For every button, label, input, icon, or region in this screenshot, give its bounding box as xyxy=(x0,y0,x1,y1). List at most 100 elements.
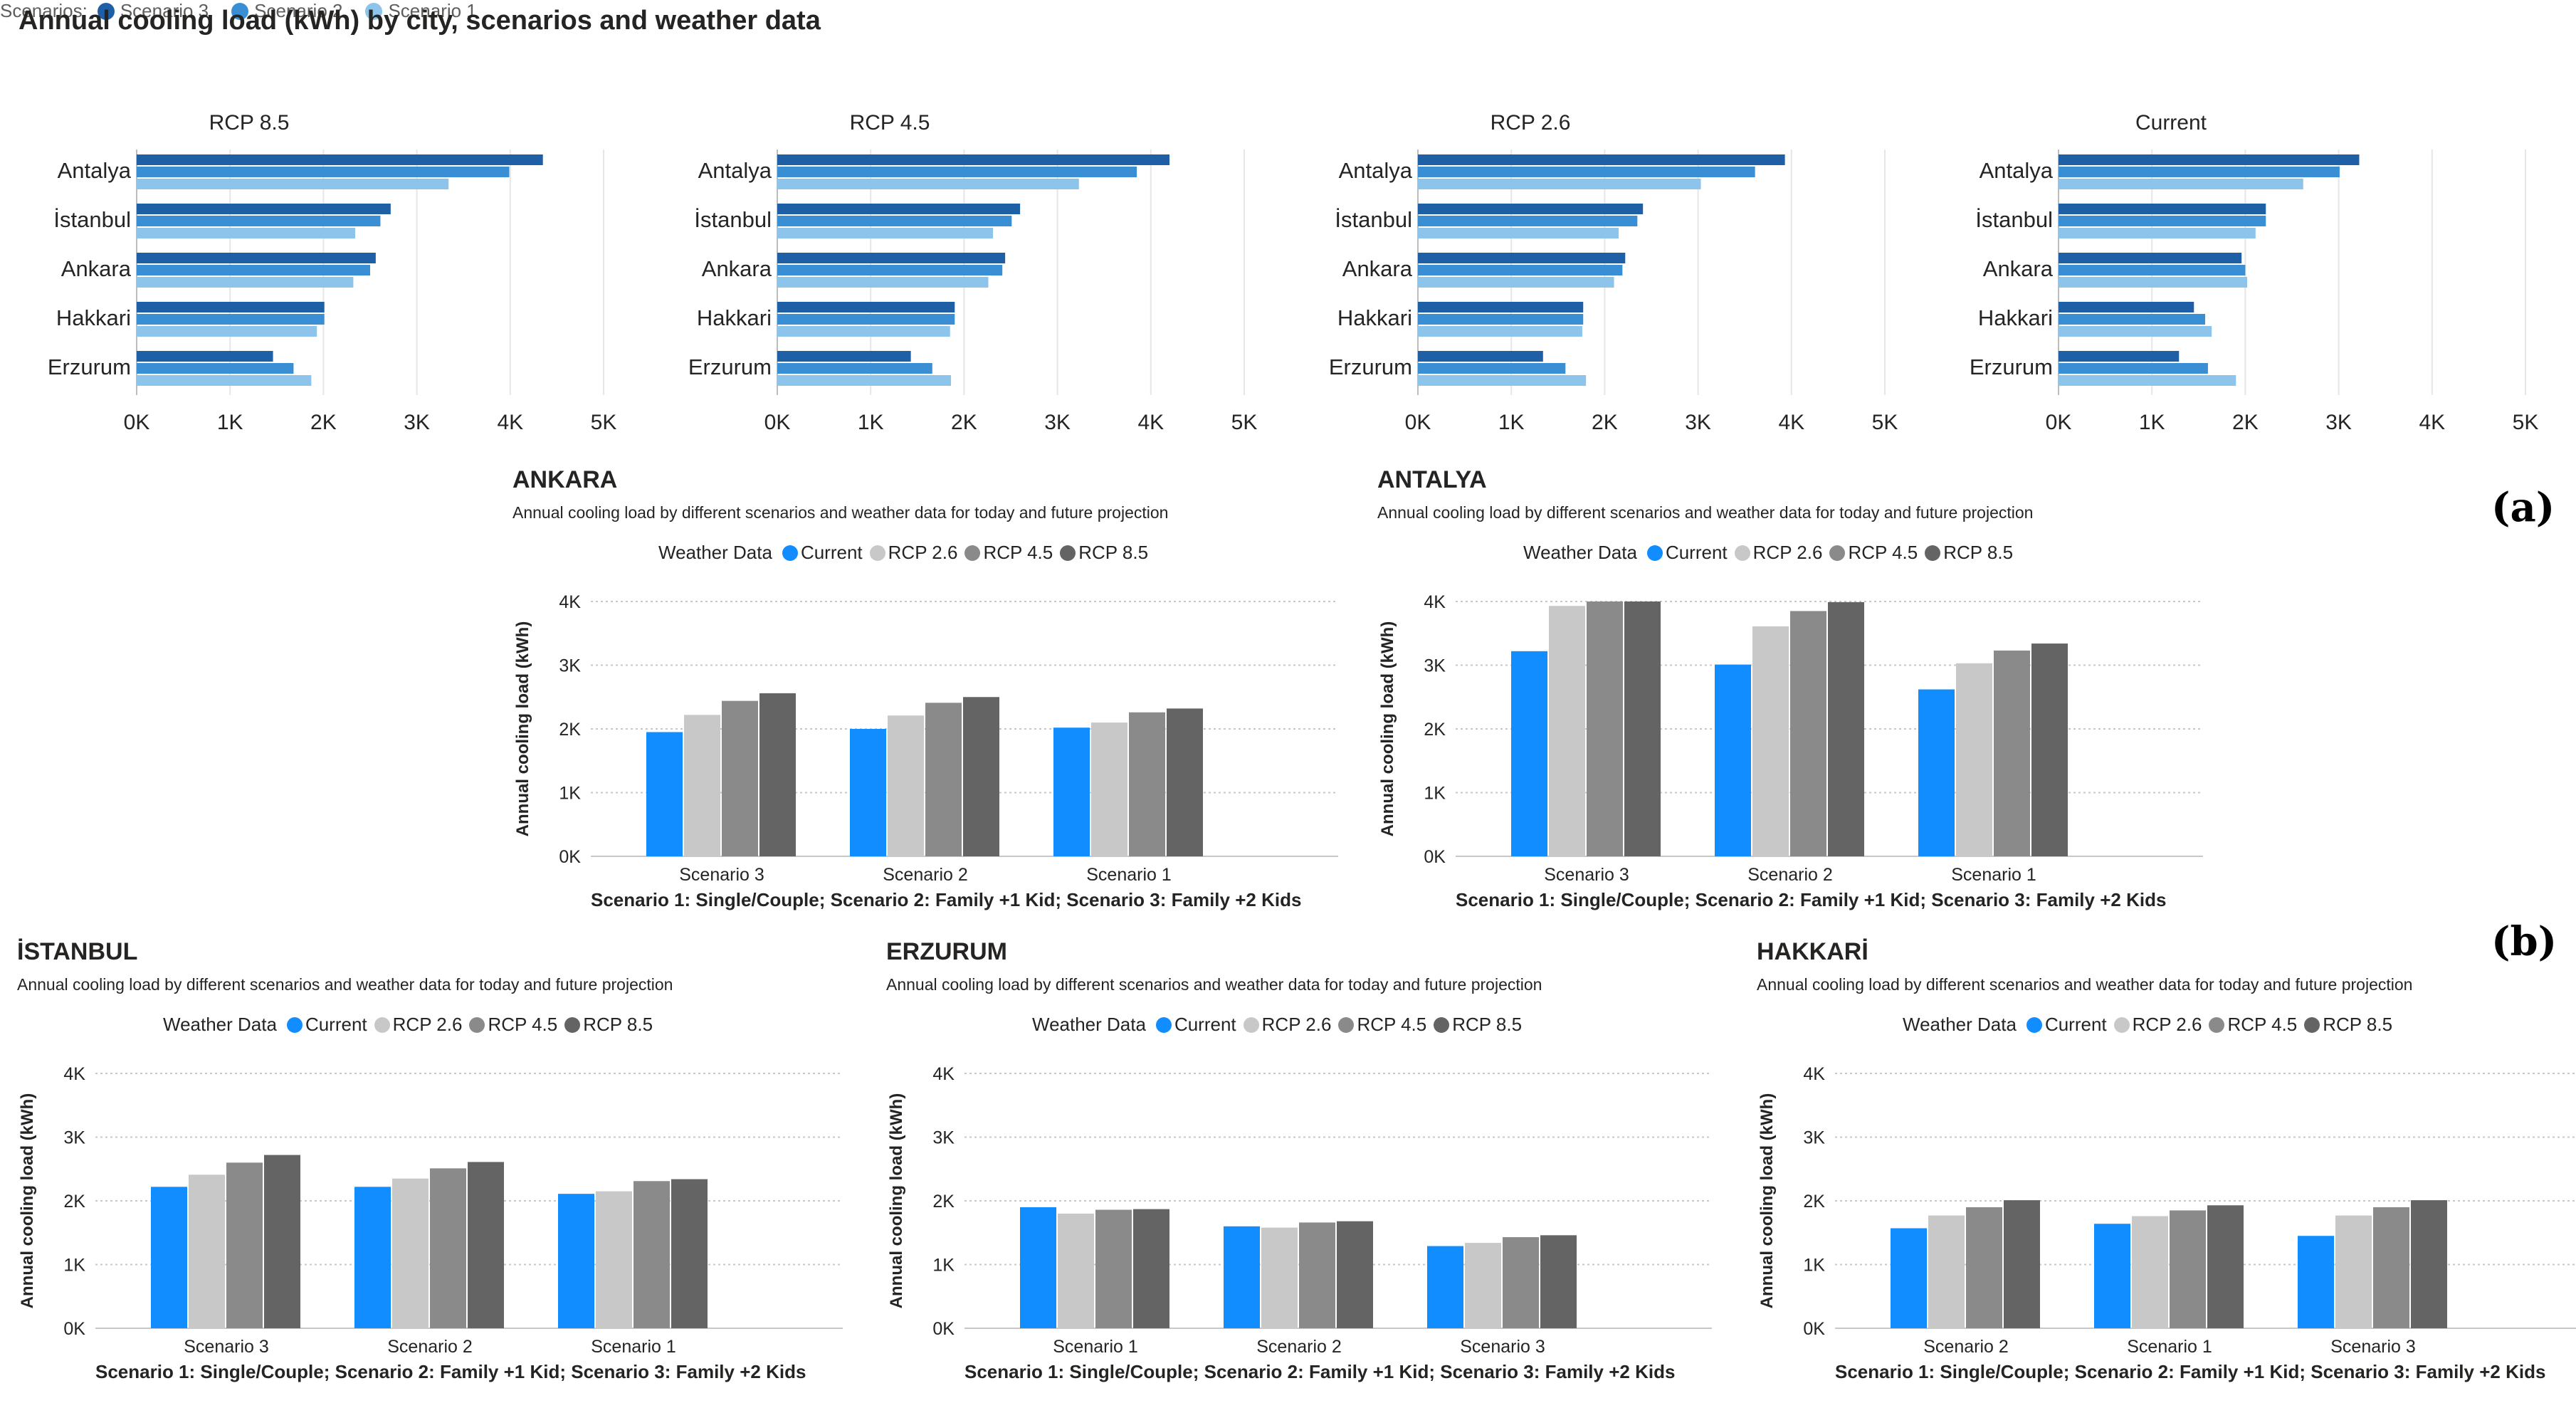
legend-item-label: RCP 4.5 xyxy=(488,1014,558,1035)
legend-item-rcp-4-5[interactable]: RCP 4.5 xyxy=(1338,1014,1426,1036)
y-tick-label: 4K xyxy=(559,592,581,612)
legend-item-label: RCP 4.5 xyxy=(983,542,1053,563)
legend-item-rcp-2-6[interactable]: RCP 2.6 xyxy=(1734,542,1822,564)
legend-item-scenario-3[interactable]: Scenario 3 xyxy=(97,0,209,22)
legend-swatch xyxy=(1925,545,1941,561)
bar-rcp-2-6-scenario-2 xyxy=(392,1178,429,1328)
bar-scenario-2-antalya xyxy=(137,167,510,177)
legend-item-scenario-2[interactable]: Scenario 2 xyxy=(231,0,342,22)
weather-legend: Weather Data Current RCP 2.6 RCP 4.5 RCP 8.5 xyxy=(1032,1014,1529,1036)
x-category-label: Scenario 1 xyxy=(1053,1337,1138,1357)
x-category-label: Scenario 1 xyxy=(1086,865,1172,885)
bar-scenario-2-antalya xyxy=(1418,167,1755,177)
scenario-legend-label: Scenarios: xyxy=(0,0,88,21)
x-category-label: Scenario 1 xyxy=(2127,1337,2212,1357)
y-tick-label: 2K xyxy=(1424,720,1446,740)
bar-rcp-4-5-scenario-3 xyxy=(1503,1237,1539,1328)
legend-item-current[interactable]: Current xyxy=(1155,1014,1236,1036)
legend-item-rcp-8-5[interactable]: RCP 8.5 xyxy=(1060,542,1148,564)
legend-item-rcp-8-5[interactable]: RCP 8.5 xyxy=(2304,1014,2392,1036)
weather-legend: Weather Data Current RCP 2.6 RCP 4.5 RCP 8.5 xyxy=(163,1014,660,1036)
bar-rcp-2-6-scenario-3 xyxy=(1465,1243,1501,1328)
x-tick-label: 2K xyxy=(951,411,977,434)
legend-item-rcp-4-5[interactable]: RCP 4.5 xyxy=(469,1014,557,1036)
figure-tag-b: (b) xyxy=(2491,918,2557,965)
bar-scenario-2-hakkari xyxy=(1418,314,1584,325)
bar-scenario-2-erzurum xyxy=(137,363,294,374)
legend-item-rcp-2-6[interactable]: RCP 2.6 xyxy=(869,542,957,564)
weather-legend-label: Weather Data xyxy=(1903,1014,2017,1035)
category-label-antalya: Antalya xyxy=(1980,158,2054,183)
bar-rcp-8-5-scenario-1 xyxy=(1167,708,1203,856)
x-category-label: Scenario 3 xyxy=(184,1337,269,1357)
bar-rcp-4-5-scenario-3 xyxy=(1587,601,1623,856)
legend-item-rcp-8-5[interactable]: RCP 8.5 xyxy=(1925,542,2013,564)
category-label-hakkari: Hakkari xyxy=(697,305,772,330)
x-tick-label: 1K xyxy=(1498,411,1525,434)
bar-rcp-2-6-scenario-1 xyxy=(2132,1216,2168,1328)
legend-item-rcp-2-6[interactable]: RCP 2.6 xyxy=(2113,1014,2202,1036)
legend-item-current[interactable]: Current xyxy=(782,542,863,564)
bar-current-scenario-3 xyxy=(1511,651,1547,856)
x-category-label: Scenario 2 xyxy=(387,1337,473,1357)
legend-item-rcp-4-5[interactable]: RCP 4.5 xyxy=(964,542,1053,564)
legend-item-label: Current xyxy=(305,1014,367,1035)
bar-rcp-8-5-scenario-2 xyxy=(2004,1200,2040,1328)
bar-rcp-8-5-scenario-1 xyxy=(2207,1205,2244,1328)
y-tick-label: 3K xyxy=(1424,656,1446,676)
legend-swatch xyxy=(1243,1016,1259,1033)
bar-scenario-1-erzurum xyxy=(777,375,952,386)
y-tick-label: 4K xyxy=(932,1064,955,1084)
legend-item-rcp-4-5[interactable]: RCP 4.5 xyxy=(2209,1014,2297,1036)
y-tick-label: 3K xyxy=(1803,1128,1825,1148)
legend-item-current[interactable]: Current xyxy=(2026,1014,2107,1036)
legend-item-current[interactable]: Current xyxy=(286,1014,367,1036)
category-label-ankara: Ankara xyxy=(1983,256,2054,281)
city-chart-title: ANKARA xyxy=(512,466,618,493)
chart-current-horizontal: Current 0K 1K 2K 3K 4K 5K Antalya İstanbul Ankara… xyxy=(1970,111,2538,434)
bar-rcp-2-6-scenario-1 xyxy=(1058,1213,1094,1328)
category-label-ankara: Ankara xyxy=(61,256,132,281)
bar-scenario-1-i-stanbul xyxy=(2059,228,2256,238)
x-category-label: Scenario 3 xyxy=(679,865,764,885)
legend-item-label: Scenario 3 xyxy=(120,0,209,21)
legend-item-rcp-8-5[interactable]: RCP 8.5 xyxy=(1434,1014,1522,1036)
legend-item-rcp-2-6[interactable]: RCP 2.6 xyxy=(1243,1014,1331,1036)
bar-scenario-3-i-stanbul xyxy=(1418,204,1644,214)
legend-item-label: Scenario 1 xyxy=(388,0,477,21)
bar-rcp-2-6-scenario-3 xyxy=(2335,1215,2372,1328)
bar-rcp-8-5-scenario-1 xyxy=(671,1179,708,1328)
bar-scenario-1-erzurum xyxy=(137,375,312,386)
chart-title: RCP 2.6 xyxy=(1491,111,1571,135)
legend-item-rcp-4-5[interactable]: RCP 4.5 xyxy=(1829,542,1918,564)
legend-swatch xyxy=(1155,1016,1172,1033)
bar-scenario-1-ankara xyxy=(137,277,354,288)
bar-scenario-1-antalya xyxy=(1418,179,1701,189)
legend-item-rcp-8-5[interactable]: RCP 8.5 xyxy=(564,1014,653,1036)
scenario-definition-footer: Scenario 1: Single/Couple; Scenario 2: F… xyxy=(591,889,1302,910)
legend-swatch xyxy=(97,2,115,20)
bar-scenario-2-erzurum xyxy=(2059,363,2208,374)
legend-swatch xyxy=(1338,1016,1355,1033)
legend-item-rcp-2-6[interactable]: RCP 2.6 xyxy=(374,1014,462,1036)
chart-panel-istanbul: İSTANBUL Annual cooling load by different… xyxy=(17,938,871,1394)
bar-scenario-3-hakkari xyxy=(777,302,955,312)
bar-scenario-3-ankara xyxy=(2059,253,2242,263)
x-tick-label: 2K xyxy=(1592,411,1618,434)
bar-rcp-2-6-scenario-2 xyxy=(1752,626,1789,856)
bar-rcp-2-6-scenario-3 xyxy=(684,715,720,856)
legend-item-scenario-1[interactable]: Scenario 1 xyxy=(365,0,477,22)
bar-scenario-1-i-stanbul xyxy=(1418,228,1619,238)
x-tick-label: 3K xyxy=(404,411,430,434)
bar-rcp-4-5-scenario-1 xyxy=(2170,1210,2206,1328)
chart-panel-erzurum: ERZURUM Annual cooling load by different … xyxy=(886,938,1740,1394)
y-tick-label: 1K xyxy=(932,1256,955,1276)
bar-scenario-1-antalya xyxy=(777,179,1079,189)
legend-item-current[interactable]: Current xyxy=(1646,542,1728,564)
page-title: Annual cooling load (kWh) by city, scena… xyxy=(19,6,821,36)
chart-rcp45-horizontal: RCP 4.5 0K 1K 2K 3K 4K 5K Antalya İstanbul Ankara… xyxy=(688,111,1257,434)
bar-rcp-4-5-scenario-2 xyxy=(1966,1207,2002,1328)
weather-legend: Weather Data Current RCP 2.6 RCP 4.5 RCP 8.5 xyxy=(658,542,1155,564)
bar-current-scenario-3 xyxy=(1427,1246,1463,1328)
bar-rcp-8-5-scenario-2 xyxy=(1337,1221,1373,1328)
